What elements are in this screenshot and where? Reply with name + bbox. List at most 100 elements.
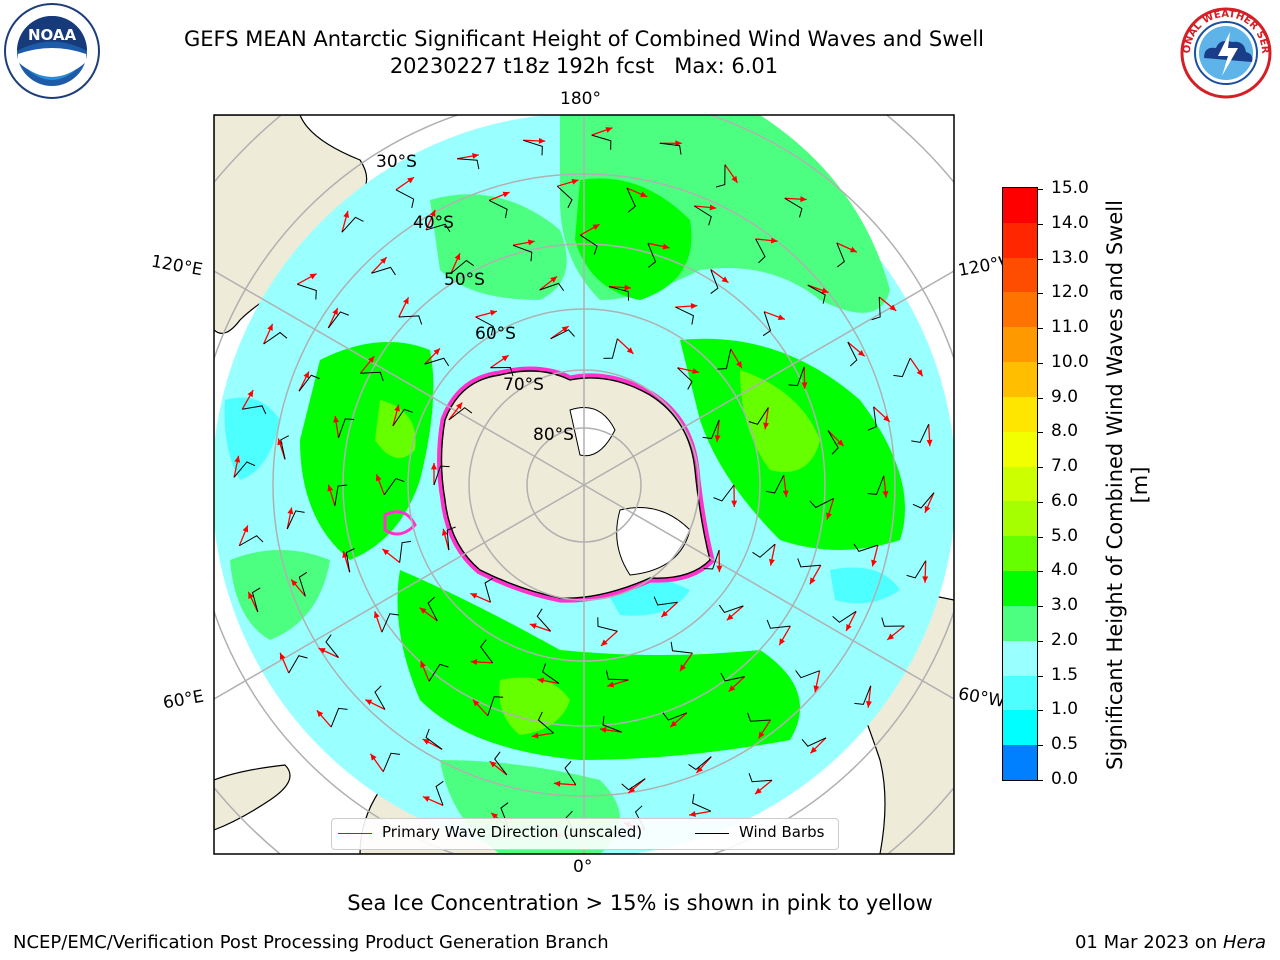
wind-barb <box>446 526 456 551</box>
colorbar-bin <box>1003 675 1037 711</box>
wave-arrowhead <box>689 811 696 817</box>
wave-arrowhead <box>692 368 700 375</box>
wave-arrowhead <box>537 677 545 684</box>
wave-arrowhead <box>846 623 852 631</box>
colorbar-tick-label: 11.0 <box>1051 317 1089 338</box>
wind-barb <box>298 374 320 392</box>
wind-barb <box>435 780 444 806</box>
wave-arrowhead <box>758 731 765 739</box>
colorbar-tick-label: 5.0 <box>1051 525 1079 546</box>
wind-barb <box>457 158 480 170</box>
wind-barb <box>836 242 845 268</box>
colorbar-tick-label: 0.0 <box>1051 769 1079 789</box>
ross-ice-shelf <box>569 407 616 457</box>
wind-barb <box>762 311 772 337</box>
wave-arrowhead <box>327 484 334 492</box>
wind-barb <box>801 737 827 747</box>
colorbar-bin <box>1003 501 1037 537</box>
wind-barb <box>748 407 769 425</box>
wave-arrowhead <box>837 439 844 447</box>
wind-barb <box>338 418 355 438</box>
colorbar-tick-label: 12.0 <box>1051 282 1089 303</box>
wave-field-east-core <box>740 370 820 472</box>
wave-arrowhead <box>736 361 742 369</box>
wind-barb <box>239 535 264 547</box>
wind-barb <box>747 712 771 722</box>
map-frame <box>213 114 955 855</box>
lat-label-80s: 80°S <box>533 425 574 445</box>
colorbar-tick-label: 7.0 <box>1051 456 1079 477</box>
wave-field-south-core <box>499 677 570 735</box>
wave-arrowhead <box>380 257 387 264</box>
wind-barb <box>448 407 473 421</box>
wave-arrowhead <box>849 246 857 253</box>
wave-arrowhead <box>454 253 461 261</box>
colorbar-bin <box>1003 188 1037 223</box>
wind-barb <box>692 794 712 812</box>
colorbar-tick-mark <box>1037 189 1043 190</box>
wind-barb <box>713 484 735 502</box>
colorbar-bin <box>1003 257 1037 293</box>
wave-arrowhead <box>679 664 686 672</box>
colorbar-tick-label: 15.0 <box>1051 178 1089 198</box>
wave-arrowhead <box>714 435 721 442</box>
wave-arrowhead <box>640 191 648 198</box>
wind-barb <box>360 371 384 382</box>
wind-barb <box>251 587 261 612</box>
wind-barb <box>809 497 834 509</box>
colorbar-tick-mark <box>1037 640 1043 642</box>
wave-arrowhead <box>470 593 478 599</box>
wave-arrowhead <box>365 699 373 706</box>
wave-arrowhead <box>821 287 829 294</box>
colorbar-tick-mark <box>1037 362 1043 364</box>
wave-arrowhead <box>394 404 400 412</box>
wind-barb <box>647 243 657 268</box>
colorbar-tick-label: 6.0 <box>1051 490 1079 511</box>
colorbar-tick-mark <box>1037 501 1043 503</box>
colorbar-tick-label: 10.0 <box>1051 351 1089 372</box>
wave-arrowhead <box>373 611 380 619</box>
wave-arrowhead <box>429 209 436 217</box>
wind-barb <box>717 348 732 370</box>
wind-barb <box>539 282 565 292</box>
wave-field-south-band <box>397 570 800 760</box>
colorbar-tick-label: 14.0 <box>1051 212 1089 233</box>
wave-arrowhead <box>367 356 375 364</box>
wind-barb <box>893 357 911 378</box>
wave-arrowhead <box>592 224 600 231</box>
colorbar-bin <box>1003 536 1037 572</box>
lat-label-40s: 40°S <box>413 213 454 233</box>
wave-arrowhead <box>626 347 634 354</box>
wave-arrowhead <box>267 323 273 331</box>
wind-barb <box>591 134 612 150</box>
wave-arrowhead <box>883 415 890 422</box>
colorbar-tick-label: 9.0 <box>1051 386 1079 407</box>
wind-barb <box>752 543 776 558</box>
wave-arrowhead <box>553 780 561 787</box>
colorbar-bin <box>1003 292 1037 328</box>
wind-barbs <box>233 134 935 836</box>
wave-arrowhead <box>456 402 463 410</box>
wind-barb <box>755 238 766 264</box>
wave-arrowhead <box>813 685 820 693</box>
noaa-logo-text: NOAA <box>28 26 77 44</box>
wind-barb <box>853 543 879 552</box>
wind-barb <box>537 711 554 734</box>
wind-barb <box>427 596 438 622</box>
wind-barb <box>797 558 821 568</box>
wind-barb <box>556 185 573 209</box>
wind-barb <box>867 406 877 431</box>
colorbar-bin <box>1003 571 1037 606</box>
colorbar-tick-label: 1.5 <box>1051 664 1079 685</box>
wave-arrowhead <box>857 349 865 357</box>
wave-arrowhead <box>470 658 478 665</box>
wave-arrowhead <box>763 422 770 430</box>
wind-barb <box>286 510 305 530</box>
colorbar-tick-mark <box>1037 432 1043 434</box>
wind-barb <box>242 405 267 415</box>
wave-arrowhead <box>422 739 430 745</box>
lat-label-30s: 30°S <box>376 152 417 172</box>
wind-barb <box>608 286 630 301</box>
wave-arrowhead <box>309 273 317 280</box>
wave-arrowhead <box>661 610 668 618</box>
